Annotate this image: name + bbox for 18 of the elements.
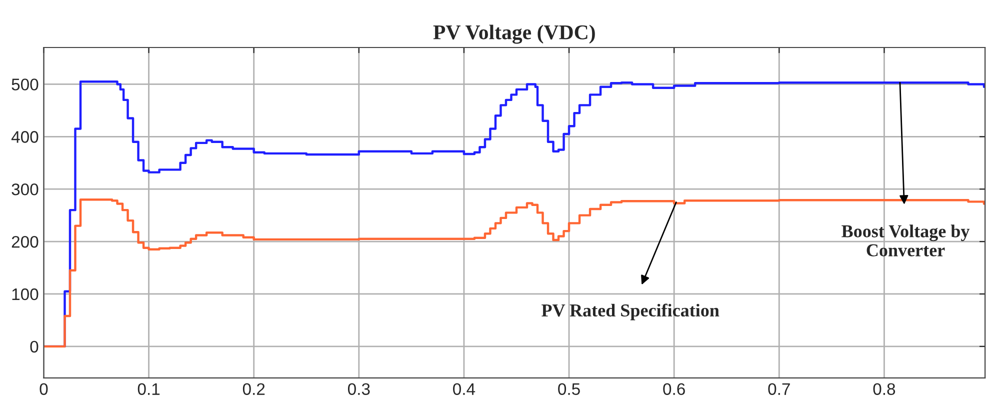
x-tick-label: 0.2 [242, 383, 265, 395]
x-tick-label: 0.8 [873, 383, 896, 395]
annotation: Boost Voltage by Converter [842, 224, 970, 256]
y-tick-label: 300 [12, 183, 38, 196]
chart-title: PV Voltage (VDC) [433, 24, 595, 44]
annotation: PV Rated Specification [542, 304, 720, 320]
y-tick-label: 400 [11, 131, 38, 143]
x-tick-label: 0 [40, 383, 48, 395]
y-tick-label: 0 [30, 340, 38, 353]
x-tick-label: 0.3 [348, 383, 370, 395]
x-tick-label: 0.1 [138, 383, 160, 395]
x-tick-label: 0.4 [453, 383, 476, 395]
y-tick-label: 500 [12, 78, 38, 90]
x-tick-label: 0.5 [558, 383, 580, 395]
x-tick-label: 0.7 [768, 383, 790, 395]
y-tick-label: 100 [12, 288, 38, 300]
x-tick-label: 0.6 [663, 383, 685, 395]
y-tick-label: 200 [12, 236, 38, 248]
